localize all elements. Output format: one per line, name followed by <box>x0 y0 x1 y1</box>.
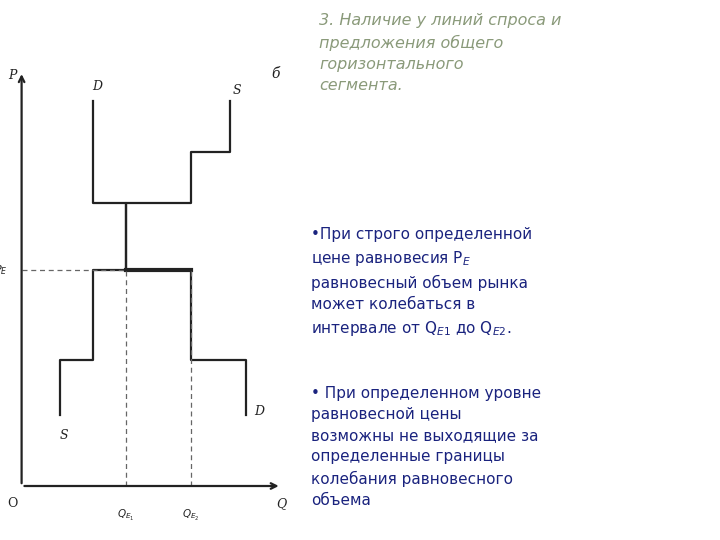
Text: $Q_{E_2}$: $Q_{E_2}$ <box>182 508 200 523</box>
Text: $Q_{E_1}$: $Q_{E_1}$ <box>117 508 135 523</box>
Text: Q: Q <box>276 497 287 510</box>
Text: •При строго определенной
цене равновесия P$_E$
равновесный объем рынка
может кол: •При строго определенной цене равновесия… <box>311 227 532 338</box>
Text: D: D <box>254 405 264 418</box>
Text: 3. Наличие у линий спроса и
предложения общего
горизонтального
сегмента.: 3. Наличие у линий спроса и предложения … <box>319 14 562 93</box>
Text: P: P <box>8 69 17 82</box>
Text: • При определенном уровне
равновесной цены
возможны не выходящие за
определенные: • При определенном уровне равновесной це… <box>311 386 541 508</box>
Text: O: O <box>6 497 17 510</box>
Text: S: S <box>233 84 241 97</box>
Text: D: D <box>92 80 102 93</box>
Text: S: S <box>60 429 68 442</box>
Text: $P_E$: $P_E$ <box>0 263 8 277</box>
Text: б: б <box>271 66 280 80</box>
